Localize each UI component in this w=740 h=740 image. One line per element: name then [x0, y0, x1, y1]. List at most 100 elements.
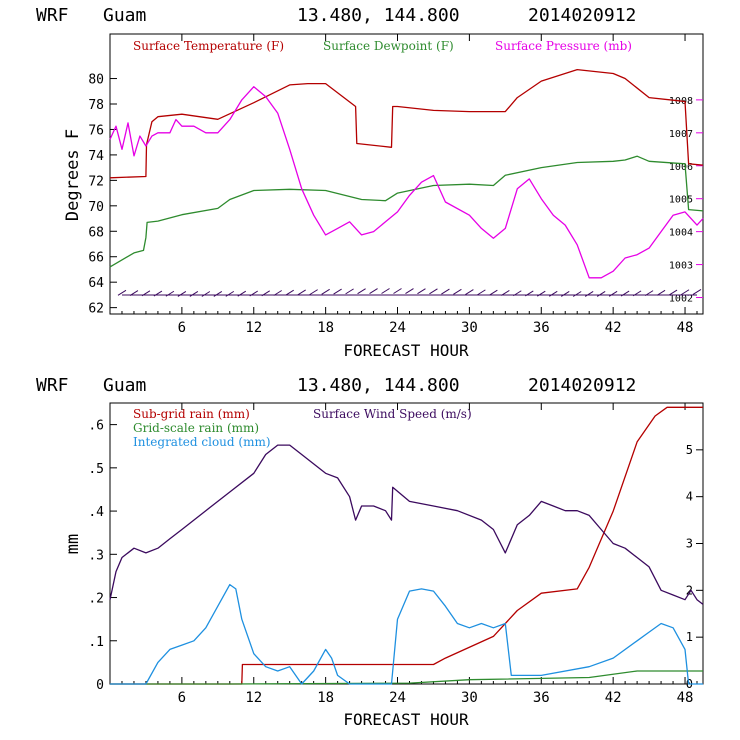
- wind-barb: [213, 291, 223, 297]
- y2-tick-label: 1005: [669, 195, 693, 206]
- y-tick-label: 62: [88, 302, 104, 317]
- legend-dewpoint: Surface Dewpoint (F): [323, 39, 454, 53]
- wind-barb: [560, 291, 570, 297]
- y-tick-label: .5: [88, 462, 104, 477]
- y-tick-label: 66: [88, 251, 104, 266]
- y-tick-label: 74: [88, 149, 104, 164]
- series-line-3: [109, 444, 704, 605]
- wind-barb: [177, 290, 187, 297]
- x-tick-label: 18: [317, 690, 334, 706]
- wind-barb: [572, 291, 582, 297]
- series-line-2: [109, 86, 704, 279]
- x-tick-label: 12: [245, 690, 262, 706]
- series-line-1: [110, 670, 703, 685]
- x-tick-label: 30: [461, 320, 478, 336]
- x-tick-label: 42: [605, 320, 622, 336]
- y-tick-label: 72: [88, 174, 104, 189]
- header-init-time-2: 2014020912: [528, 375, 636, 396]
- wind-barb: [453, 288, 462, 295]
- wind-barb: [668, 289, 678, 296]
- header-model-2: WRF: [36, 375, 69, 396]
- x-tick-label: 48: [677, 320, 694, 336]
- wind-barb: [225, 290, 235, 297]
- series-line-0: [110, 406, 703, 685]
- x-axis-label: FORECAST HOUR: [343, 341, 469, 360]
- x-tick-label: 24: [389, 690, 406, 706]
- legend-wind-speed: Surface Wind Speed (m/s): [313, 407, 472, 421]
- wind-barb: [357, 288, 366, 295]
- legend-subgrid-rain: Sub-grid rain (mm): [133, 407, 250, 421]
- y-tick-label: .3: [88, 548, 104, 563]
- legend-pressure: Surface Pressure (mb): [495, 39, 632, 53]
- plot-frame: [109, 33, 704, 315]
- wind-barb: [393, 288, 402, 294]
- x-tick-label: 6: [178, 690, 186, 706]
- x-tick-label: 24: [389, 320, 406, 336]
- wind-barb: [381, 288, 390, 294]
- wind-barb: [596, 290, 606, 297]
- x-axis-label-2: FORECAST HOUR: [343, 710, 469, 729]
- header-model: WRF: [36, 5, 69, 26]
- wind-barb: [584, 291, 594, 297]
- x-tick-label: 30: [461, 690, 478, 706]
- wind-barb: [608, 290, 618, 297]
- x-tick-label: 36: [533, 690, 550, 706]
- wind-barb: [441, 288, 450, 295]
- y-tick-label: 0: [96, 678, 104, 693]
- y2-tick-label: 1002: [669, 294, 693, 305]
- wind-barb: [285, 289, 294, 296]
- header-coords-2: 13.480, 144.800: [297, 375, 460, 396]
- wind-barb: [477, 289, 486, 296]
- y2-tick-label: 3: [686, 537, 693, 551]
- precipitation-panel: WRF Guam 13.480, 144.800 2014020912 Sub-…: [36, 375, 704, 729]
- x-tick-label: 48: [677, 690, 694, 706]
- y-axis-label-2: mm: [63, 534, 83, 554]
- x-tick-labels: 6 12 18 24 30 36 42 48: [121, 34, 698, 336]
- y-axis-label: Degrees F: [63, 129, 83, 221]
- y-tick-label: .6: [88, 419, 104, 434]
- y2-tick-label: 4: [686, 490, 693, 504]
- wind-barb: [189, 291, 199, 297]
- y2-tick-label: 1004: [669, 228, 693, 239]
- temperature-panel: WRF Guam 13.480, 144.800 2014020912 Surf…: [36, 5, 704, 360]
- wind-barbs: [117, 288, 702, 297]
- y2-tick-label: 1006: [669, 162, 693, 173]
- header-coords: 13.480, 144.800: [297, 5, 460, 26]
- legend-gridscale-rain: Grid-scale rain (mm): [133, 421, 259, 435]
- y-tick-label: 70: [88, 200, 104, 215]
- x-tick-label: 12: [245, 320, 262, 336]
- wind-barb: [417, 288, 426, 295]
- wind-barb: [165, 290, 175, 297]
- y-tick-label: .4: [88, 505, 104, 520]
- y-tick-label: 64: [88, 276, 104, 291]
- wind-barb: [297, 289, 306, 296]
- header-location: Guam: [103, 5, 146, 26]
- y-tick-labels-2: 0 .1 .2 .3 .4 .5 .6: [88, 419, 117, 693]
- wind-barb: [489, 289, 498, 296]
- wind-barb: [117, 289, 127, 296]
- x-tick-label: 18: [317, 320, 334, 336]
- y-tick-label: 76: [88, 123, 104, 138]
- legend-integrated-cloud: Integrated cloud (mm): [133, 435, 271, 449]
- x-tick-label: 6: [178, 320, 186, 336]
- wind-barb: [692, 289, 702, 295]
- y-tick-labels: 62 64 66 68 70 72 74 76 78 80: [88, 73, 117, 317]
- y2-tick-label: 1003: [669, 261, 693, 272]
- wind-barb: [369, 288, 378, 294]
- y-tick-label: .2: [88, 592, 104, 607]
- header-init-time: 2014020912: [528, 5, 636, 26]
- y2-tick-label: 1: [686, 630, 693, 644]
- series-lines: [109, 68, 704, 279]
- wind-barb: [405, 288, 414, 294]
- wind-barb: [333, 288, 342, 295]
- header-location-2: Guam: [103, 375, 146, 396]
- wind-barb: [429, 288, 438, 295]
- x-tick-label: 42: [605, 690, 622, 706]
- y2-tick-label: 1007: [669, 129, 693, 140]
- series-line-1: [109, 155, 704, 268]
- wind-barb: [680, 289, 690, 296]
- y2-tick-label: 5: [686, 443, 693, 457]
- wind-barb: [321, 288, 330, 295]
